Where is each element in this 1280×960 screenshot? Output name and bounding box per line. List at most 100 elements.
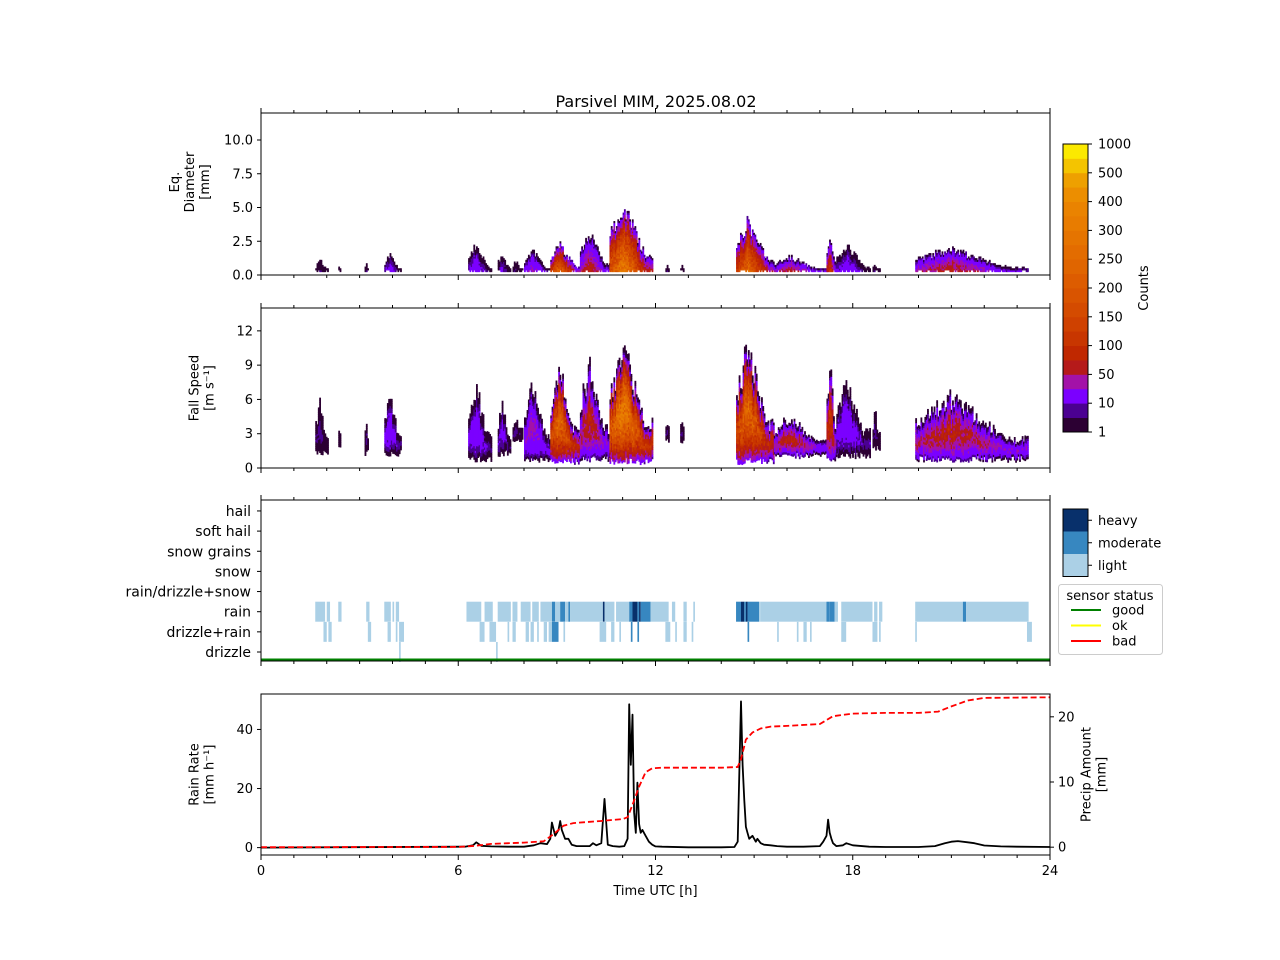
heatmap-cell <box>917 266 920 269</box>
heatmap-cell <box>618 246 621 249</box>
heatmap-cell <box>623 266 626 269</box>
heatmap-cell <box>567 268 570 271</box>
heatmap-cell <box>747 232 750 235</box>
heatmap-cell <box>818 269 821 273</box>
heatmap-cell <box>587 248 590 251</box>
heatmap-cell <box>758 256 761 259</box>
heatmap-cell <box>629 229 632 232</box>
heatmap-cell <box>622 258 625 261</box>
heatmap-cell <box>969 259 971 262</box>
heatmap-cell <box>643 261 646 264</box>
heatmap-cell <box>952 263 954 266</box>
heatmap-cell <box>530 266 533 269</box>
heatmap-cell <box>759 251 762 254</box>
heatmap-cell <box>967 259 970 262</box>
heatmap-cell <box>476 256 478 259</box>
heatmap-cell <box>749 232 752 235</box>
heatmap-cell <box>585 261 587 264</box>
heatmap-cell <box>844 251 847 254</box>
heatmap-cell <box>570 259 572 262</box>
heatmap-cell <box>641 254 643 257</box>
heatmap-cell <box>594 244 597 247</box>
heatmap-cell <box>610 226 613 229</box>
heatmap-cell <box>392 261 394 264</box>
heatmap-cell <box>785 266 788 269</box>
heatmap-cell <box>502 264 505 268</box>
heatmap-cell <box>622 232 625 235</box>
heatmap-cell <box>971 263 974 266</box>
heatmap-cell <box>836 264 839 268</box>
heatmap-cell <box>585 244 587 247</box>
heatmap-cell <box>963 253 966 256</box>
heatmap-cell <box>842 253 845 256</box>
heatmap-cell <box>743 268 746 271</box>
heatmap-cell <box>570 264 572 268</box>
heatmap-cell <box>315 268 318 271</box>
heatmap-cell <box>797 264 800 268</box>
heatmap-cell <box>757 268 759 271</box>
heatmap-cell <box>749 244 752 247</box>
heatmap-cell <box>627 229 630 232</box>
heatmap-cell <box>749 269 752 273</box>
heatmap-cell <box>531 261 534 264</box>
heatmap-cell <box>473 251 476 254</box>
heatmap-cell <box>841 259 844 262</box>
heatmap-cell <box>996 266 999 269</box>
heatmap-cell <box>850 259 853 262</box>
heatmap-cell <box>485 264 488 268</box>
heatmap-cell <box>472 264 474 268</box>
heatmap-cell <box>477 266 480 269</box>
heatmap-cell <box>559 256 562 259</box>
heatmap-cell <box>613 263 616 266</box>
heatmap-cell <box>594 269 597 273</box>
heatmap-cell <box>932 264 935 268</box>
heatmap-cell <box>846 258 849 261</box>
heatmap-cell <box>626 253 629 256</box>
heatmap-cell <box>805 269 808 273</box>
heatmap-cell <box>757 264 759 268</box>
heatmap-cell <box>386 263 389 266</box>
heatmap-cell <box>990 266 992 269</box>
heatmap-cell <box>757 261 759 264</box>
heatmap-cell <box>472 259 474 262</box>
heatmap-cell <box>609 256 612 259</box>
heatmap-cell <box>550 263 553 266</box>
heatmap-cell <box>948 249 950 252</box>
heatmap-event <box>468 244 493 273</box>
heatmap-cell <box>952 269 954 273</box>
heatmap-cell <box>829 256 831 259</box>
heatmap-cell <box>567 266 570 269</box>
heatmap-cell <box>598 251 601 254</box>
heatmap-cell <box>554 251 557 254</box>
heatmap-cell <box>631 264 634 268</box>
heatmap-cell <box>486 266 489 269</box>
heatmap-cell <box>560 249 563 252</box>
heatmap-cell <box>595 248 598 251</box>
heatmap-cell <box>474 256 477 259</box>
heatmap-cell <box>609 254 612 257</box>
heatmap-cell <box>585 258 587 261</box>
heatmap-cell <box>530 258 533 261</box>
heatmap-cell <box>558 258 561 261</box>
heatmap-cell <box>593 249 595 252</box>
heatmap-cell <box>826 254 829 257</box>
heatmap-cell <box>478 266 481 269</box>
heatmap-event <box>665 264 670 273</box>
heatmap-cell <box>631 258 634 261</box>
heatmap-cell <box>630 237 633 241</box>
heatmap-cell <box>950 261 953 264</box>
heatmap-cell <box>966 258 969 261</box>
heatmap-cell <box>616 237 618 241</box>
heatmap-cell <box>753 254 755 257</box>
heatmap-cell <box>618 256 621 259</box>
heatmap-cell <box>818 268 821 271</box>
heatmap-cell <box>840 266 843 269</box>
heatmap-cell <box>610 236 613 239</box>
heatmap-cell <box>635 263 638 266</box>
heatmap-cell <box>392 258 394 261</box>
heatmap-cell <box>829 249 831 252</box>
heatmap-cell <box>596 246 599 249</box>
heatmap-cell <box>533 266 536 269</box>
heatmap-cell <box>621 241 624 244</box>
heatmap-cell <box>393 266 396 269</box>
